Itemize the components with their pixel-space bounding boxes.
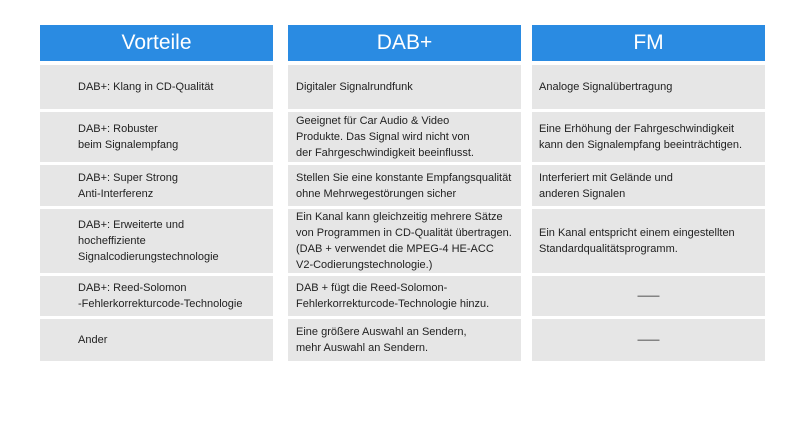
column-header: FM	[532, 25, 765, 61]
table-cell: Ander	[40, 319, 273, 361]
table-cell: Ein Kanal kann gleichzeitig mehrere Sätz…	[288, 209, 521, 273]
table-cell: Ein Kanal entspricht einem eingestellten…	[532, 209, 765, 273]
table-cell: Analoge Signalübertragung	[532, 65, 765, 109]
table-cell: Eine Erhöhung der Fahrgeschwindigkeit ka…	[532, 112, 765, 162]
table-cell: Digitaler Signalrundfunk	[288, 65, 521, 109]
table-cell: DAB+: Reed-Solomon -Fehlerkorrekturcode-…	[40, 276, 273, 316]
table-cell: ——	[532, 276, 765, 316]
table-cell: DAB+: Klang in CD-Qualität	[40, 65, 273, 109]
table-cell: Eine größere Auswahl an Sendern, mehr Au…	[288, 319, 521, 361]
table-cell: DAB+: Erweiterte und hocheffiziente Sign…	[40, 209, 273, 273]
column-header: Vorteile	[40, 25, 273, 61]
table-cell: DAB+: Super Strong Anti-Interferenz	[40, 165, 273, 206]
table-cell: DAB + fügt die Reed-Solomon- Fehlerkorre…	[288, 276, 521, 316]
table-cell: Stellen Sie eine konstante Empfangsquali…	[288, 165, 521, 206]
table-cell: ——	[532, 319, 765, 361]
table-cell: DAB+: Robuster beim Signalempfang	[40, 112, 273, 162]
table-cell: Interferiert mit Gelände und anderen Sig…	[532, 165, 765, 206]
column-header: DAB+	[288, 25, 521, 61]
table-cell: Geeignet für Car Audio & Video Produkte.…	[288, 112, 521, 162]
